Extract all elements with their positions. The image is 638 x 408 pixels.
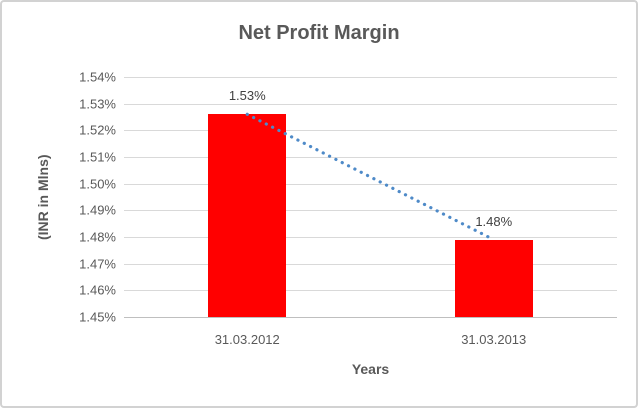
data-label: 1.53% [228, 88, 266, 104]
y-axis-tick-label: 1.46% [79, 282, 116, 298]
y-axis-tick-label: 1.51% [79, 149, 116, 165]
y-axis-tick-label: 1.49% [79, 202, 116, 218]
gridline [124, 183, 617, 185]
gridline [124, 157, 617, 158]
y-axis-tick-label: 1.48% [79, 229, 116, 245]
gridline [124, 210, 617, 212]
x-axis-tick-label: 31.03.2012 [214, 332, 280, 347]
bar-31.03.2013 [454, 239, 533, 317]
x-axis-title: Years [351, 361, 390, 377]
gridline [124, 317, 617, 318]
bar-31.03.2012 [208, 114, 287, 317]
gridline [124, 130, 617, 132]
gridline [124, 237, 617, 238]
y-axis-tick-label: 1.54% [79, 69, 116, 85]
data-label: 1.48% [475, 213, 513, 229]
gridline [124, 77, 617, 78]
gridline [124, 263, 617, 265]
y-axis-tick-label: 1.50% [79, 176, 116, 192]
y-axis-tick-label: 1.53% [79, 96, 116, 112]
chart-title: Net Profit Margin [238, 22, 400, 44]
y-axis-tick-label: 1.52% [79, 122, 116, 138]
gridline [124, 103, 617, 105]
trendline [245, 112, 496, 242]
y-axis-tick-label: 1.45% [79, 309, 116, 325]
x-axis-tick-label: 31.03.2013 [461, 332, 527, 347]
y-axis-tick-label: 1.47% [79, 256, 116, 272]
gridline [124, 290, 617, 292]
